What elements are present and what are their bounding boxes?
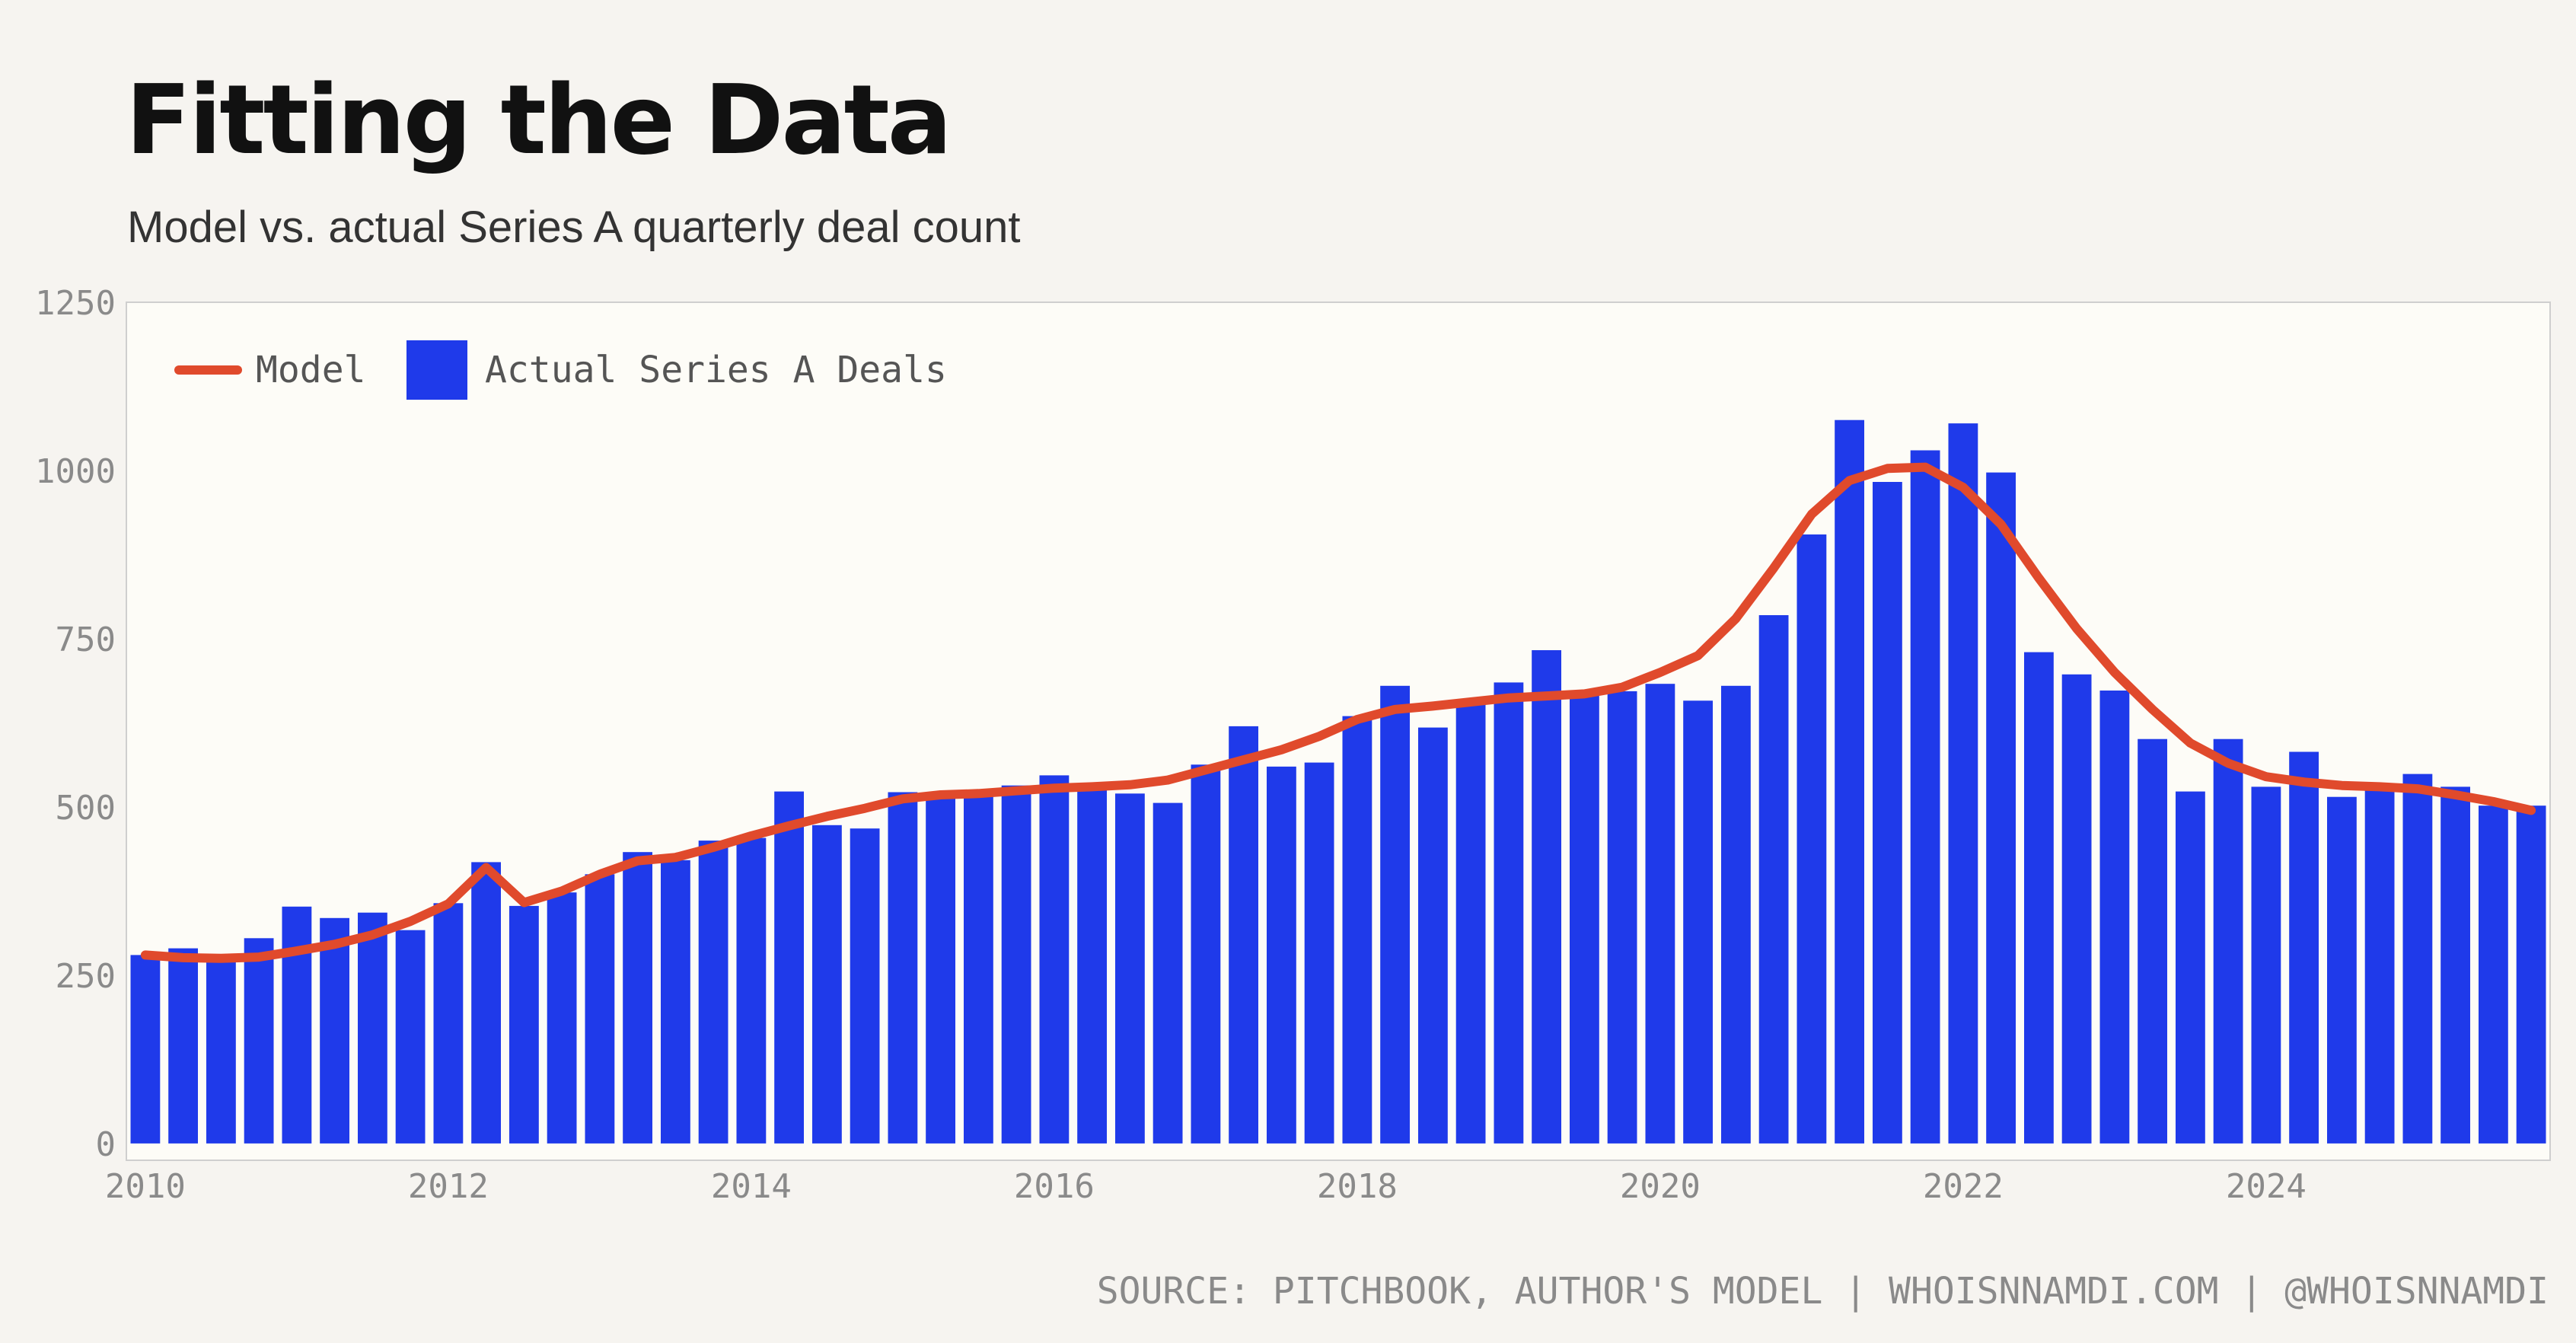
bar-2013-Q2 (623, 852, 652, 1144)
legend: Model Actual Series A Deals (174, 340, 947, 400)
bar-2024-Q1 (2251, 786, 2281, 1144)
bar-2013-Q1 (585, 874, 615, 1144)
bar-2022-Q3 (2024, 652, 2054, 1144)
bar-2010-Q2 (168, 948, 198, 1144)
x-axis: 2010 2012 2014 2016 2018 2020 2022 2024 (105, 1167, 2307, 1206)
bar-2020-Q2 (1683, 700, 1713, 1144)
bar-2025-Q4 (2516, 805, 2546, 1144)
x-tick-label-2014: 2014 (711, 1167, 792, 1206)
bar-2022-Q1 (1948, 423, 1978, 1144)
bar-2019-Q4 (1607, 691, 1637, 1144)
bar-2021-Q2 (1835, 419, 1864, 1144)
bar-2025-Q3 (2479, 805, 2508, 1144)
bar-2021-Q3 (1873, 482, 1902, 1144)
bar-2010-Q1 (130, 955, 161, 1144)
y-tick-label-1250: 1250 (35, 284, 116, 323)
bar-2018-Q4 (1455, 699, 1486, 1144)
bar-2022-Q4 (2061, 674, 2092, 1144)
bar-2015-Q4 (1001, 785, 1031, 1144)
y-tick-label-0: 0 (96, 1125, 116, 1164)
x-tick-label-2020: 2020 (1620, 1167, 1701, 1206)
bar-2013-Q3 (661, 860, 690, 1144)
bar-2014-Q1 (736, 837, 767, 1144)
bar-2015-Q2 (926, 793, 955, 1144)
bar-2020-Q3 (1721, 685, 1751, 1144)
bar-2010-Q4 (244, 938, 274, 1144)
x-tick-label-2022: 2022 (1923, 1167, 2004, 1206)
bar-2016-Q1 (1039, 775, 1070, 1144)
source-footer: SOURCE: PITCHBOOK, AUTHOR'S MODEL | WHOI… (1096, 1270, 2549, 1313)
bar-2022-Q2 (1986, 472, 2016, 1144)
bar-2015-Q1 (888, 792, 918, 1144)
y-tick-label-1000: 1000 (35, 452, 116, 491)
bar-2014-Q3 (812, 825, 842, 1144)
bar-2020-Q4 (1758, 615, 1789, 1144)
bar-2020-Q1 (1645, 684, 1675, 1144)
bar-2017-Q4 (1304, 762, 1334, 1144)
bar-2016-Q2 (1077, 784, 1107, 1144)
bar-2017-Q3 (1267, 766, 1296, 1144)
model-line (140, 462, 2536, 963)
bar-2023-Q4 (2213, 738, 2243, 1144)
bar-2017-Q1 (1191, 764, 1221, 1144)
bar-2011-Q3 (358, 912, 387, 1144)
x-tick-label-2018: 2018 (1317, 1167, 1398, 1206)
bar-2014-Q2 (774, 791, 804, 1144)
bar-2025-Q1 (2402, 774, 2433, 1144)
bar-2013-Q4 (698, 841, 728, 1144)
bar-2012-Q4 (547, 892, 577, 1144)
x-tick-label-2010: 2010 (105, 1167, 186, 1206)
bar-2011-Q1 (282, 906, 312, 1144)
x-tick-label-2016: 2016 (1014, 1167, 1095, 1206)
bar-2024-Q2 (2289, 751, 2319, 1144)
chart-title: Fitting the Data (126, 64, 952, 176)
bar-2019-Q2 (1532, 650, 1561, 1144)
bar-2012-Q3 (509, 905, 539, 1144)
bar-2023-Q1 (2099, 691, 2130, 1144)
bar-2018-Q3 (1418, 727, 1448, 1144)
bar-2016-Q3 (1115, 793, 1145, 1144)
bar-2016-Q4 (1153, 802, 1183, 1144)
bar-2021-Q4 (1910, 450, 1940, 1144)
bar-2011-Q4 (395, 930, 426, 1144)
bar-2023-Q3 (2176, 791, 2205, 1144)
bar-2023-Q2 (2138, 738, 2167, 1144)
legend-model-label: Model (256, 349, 366, 391)
bar-2011-Q2 (320, 917, 349, 1144)
bar-2014-Q4 (850, 828, 880, 1144)
bar-2019-Q3 (1570, 691, 1599, 1144)
bar-2015-Q3 (964, 792, 993, 1144)
y-axis: 0 250 500 750 1000 1250 (35, 284, 116, 1164)
bar-2025-Q2 (2441, 786, 2470, 1144)
x-tick-label-2012: 2012 (408, 1167, 489, 1206)
bar-2018-Q2 (1380, 685, 1410, 1144)
y-tick-label-250: 250 (56, 957, 116, 996)
bar-2021-Q1 (1797, 534, 1827, 1144)
x-tick-label-2024: 2024 (2226, 1167, 2307, 1206)
bar-2019-Q1 (1494, 682, 1524, 1144)
bar-2018-Q1 (1342, 716, 1372, 1144)
bar-2017-Q2 (1229, 726, 1258, 1144)
legend-actual-swatch (406, 340, 467, 400)
y-tick-label-750: 750 (56, 620, 116, 659)
bar-2010-Q3 (206, 962, 236, 1144)
bar-2024-Q4 (2364, 786, 2395, 1144)
bar-2012-Q1 (433, 903, 464, 1144)
bar-2012-Q2 (471, 862, 501, 1144)
chart-subtitle: Model vs. actual Series A quarterly deal… (127, 203, 1021, 252)
y-tick-label-500: 500 (56, 789, 116, 828)
bar-2024-Q3 (2327, 796, 2357, 1144)
legend-actual-label: Actual Series A Deals (485, 349, 947, 391)
bar-series (130, 419, 2546, 1144)
